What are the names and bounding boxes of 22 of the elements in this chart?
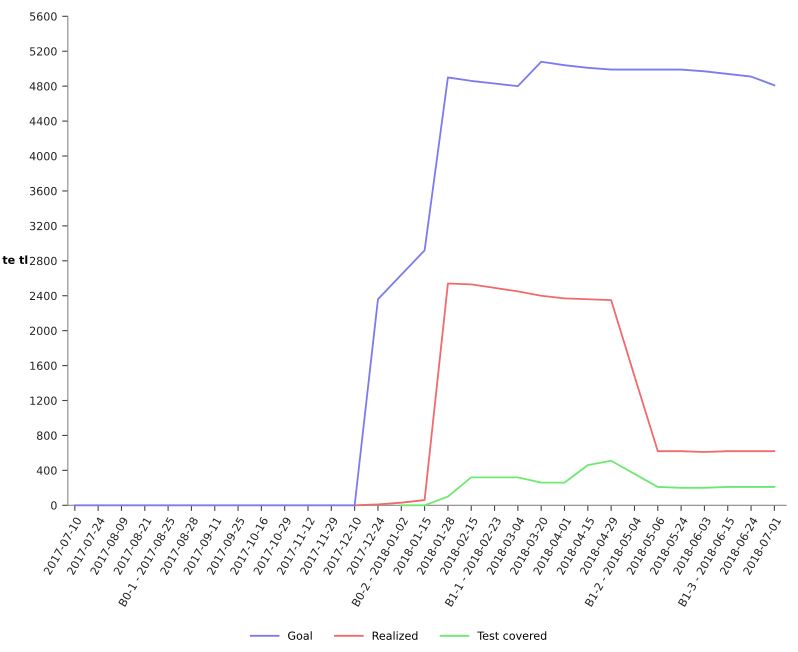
- legend-label: Goal: [288, 631, 312, 640]
- legend-label: Realized: [372, 631, 418, 640]
- y-tick-label: 1200: [30, 396, 57, 405]
- line-series: [354, 282, 776, 506]
- y-axis-title: te tl: [2, 255, 28, 264]
- line-series: [74, 60, 776, 506]
- y-tick-label: 800: [36, 431, 57, 440]
- y-tick-label: 5600: [30, 12, 57, 21]
- y-tick-label: 4000: [30, 152, 57, 160]
- line-series: [400, 460, 776, 506]
- y-tick-label: 3600: [30, 186, 57, 196]
- y-tick-label: 1600: [30, 362, 57, 370]
- y-tick-label: 0: [51, 501, 57, 510]
- y-tick-label: 2800: [30, 256, 57, 266]
- y-tick-label: 400: [36, 466, 57, 475]
- y-tick-label: 4400: [30, 117, 57, 126]
- y-tick-label: 3200: [30, 222, 57, 230]
- y-tick-label: 4800: [30, 82, 57, 91]
- y-tick-label: 2000: [30, 326, 57, 336]
- legend-label: Test covered: [477, 631, 546, 640]
- y-tick-label: 5200: [30, 47, 57, 56]
- y-tick-label: 2400: [30, 292, 57, 300]
